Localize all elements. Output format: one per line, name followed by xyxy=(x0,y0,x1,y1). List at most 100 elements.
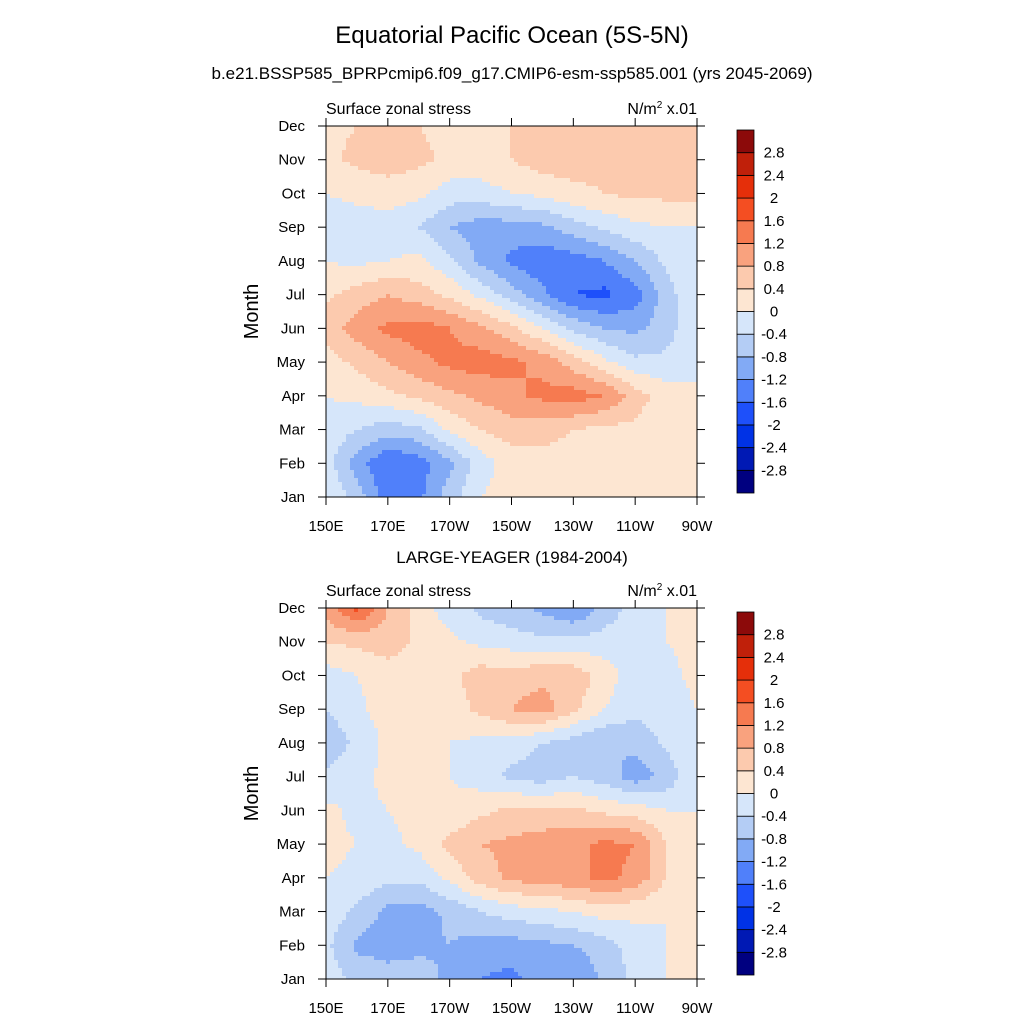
heatmap-cell xyxy=(566,234,571,239)
heatmap-cell xyxy=(398,214,403,219)
heatmap-cell xyxy=(486,334,491,339)
heatmap-cell xyxy=(618,130,623,135)
heatmap-cell xyxy=(430,290,435,295)
heatmap-cell xyxy=(450,298,455,303)
heatmap-cell xyxy=(398,194,403,199)
heatmap-cell xyxy=(686,254,691,259)
heatmap-cell xyxy=(358,314,363,319)
heatmap-cell xyxy=(594,126,599,131)
heatmap-cell xyxy=(646,142,651,147)
heatmap-cell xyxy=(566,258,571,263)
heatmap-cell xyxy=(562,226,567,231)
heatmap-cell xyxy=(366,294,371,299)
heatmap-cell xyxy=(662,274,667,279)
heatmap-cell xyxy=(518,258,523,263)
heatmap-cell xyxy=(674,162,679,167)
heatmap-cell xyxy=(630,318,635,323)
heatmap-cell xyxy=(334,254,339,259)
heatmap-cell xyxy=(470,222,475,227)
heatmap-cell xyxy=(358,250,363,255)
heatmap-cell xyxy=(650,322,655,327)
heatmap-cell xyxy=(686,166,691,171)
heatmap-cell xyxy=(354,246,359,251)
heatmap-cell xyxy=(402,186,407,191)
heatmap-cell xyxy=(414,214,419,219)
heatmap-cell xyxy=(454,146,459,151)
heatmap-cell xyxy=(590,246,595,251)
heatmap-cell xyxy=(442,150,447,155)
heatmap-cell xyxy=(602,166,607,171)
heatmap-cell xyxy=(546,326,551,331)
heatmap-cell xyxy=(450,194,455,199)
heatmap-cell xyxy=(410,306,415,311)
heatmap-cell xyxy=(502,226,507,231)
heatmap-cell xyxy=(478,166,483,171)
heatmap-cell xyxy=(522,226,527,231)
heatmap-cell xyxy=(610,146,615,151)
heatmap-cell xyxy=(490,294,495,299)
heatmap-cell xyxy=(446,238,451,243)
heatmap-cell xyxy=(386,290,391,295)
heatmap-cell xyxy=(506,174,511,179)
heatmap-cell xyxy=(522,314,527,319)
heatmap-cell xyxy=(358,258,363,263)
heatmap-cell xyxy=(646,154,651,159)
heatmap-cell xyxy=(622,266,627,271)
heatmap-cell xyxy=(446,150,451,155)
heatmap-cell xyxy=(574,178,579,183)
panel2-title: LARGE-YEAGER (1984-2004) xyxy=(396,548,628,567)
heatmap-cell xyxy=(482,290,487,295)
heatmap-cell xyxy=(558,326,563,331)
heatmap-cell xyxy=(386,306,391,311)
heatmap-cell xyxy=(526,202,531,207)
heatmap-cell xyxy=(406,134,411,139)
heatmap-cell xyxy=(526,334,531,339)
heatmap-cell xyxy=(594,158,599,163)
heatmap-cell xyxy=(602,238,607,243)
heatmap-cell xyxy=(438,158,443,163)
heatmap-cell xyxy=(378,146,383,151)
heatmap-cell xyxy=(362,158,367,163)
heatmap-cell xyxy=(490,214,495,219)
heatmap-cell xyxy=(494,150,499,155)
heatmap-cell xyxy=(626,230,631,235)
heatmap-cell xyxy=(490,326,495,331)
heatmap-cell xyxy=(646,270,651,275)
heatmap-cell xyxy=(370,310,375,315)
heatmap-cell xyxy=(510,206,515,211)
heatmap-cell xyxy=(594,250,599,255)
heatmap-cell xyxy=(450,258,455,263)
heatmap-cell xyxy=(422,286,427,291)
heatmap-cell xyxy=(422,250,427,255)
heatmap-cell xyxy=(646,194,651,199)
heatmap-cell xyxy=(414,246,419,251)
heatmap-cell xyxy=(526,318,531,323)
heatmap-cell xyxy=(538,286,543,291)
heatmap-cell xyxy=(506,214,511,219)
heatmap-cell xyxy=(674,138,679,143)
heatmap-cell xyxy=(634,306,639,311)
heatmap-cell xyxy=(482,238,487,243)
heatmap-cell xyxy=(338,146,343,151)
heatmap-cell xyxy=(638,318,643,323)
heatmap-cell xyxy=(678,178,683,183)
heatmap-cell xyxy=(658,158,663,163)
heatmap-cell xyxy=(542,150,547,155)
heatmap-cell xyxy=(574,338,579,343)
heatmap-cell xyxy=(442,314,447,319)
heatmap-cell xyxy=(390,294,395,299)
heatmap-cell xyxy=(622,198,627,203)
heatmap-cell xyxy=(330,274,335,279)
heatmap-cell xyxy=(466,178,471,183)
heatmap-cell xyxy=(586,242,591,247)
heatmap-cell xyxy=(474,142,479,147)
heatmap-cell xyxy=(462,170,467,175)
heatmap-cell xyxy=(626,210,631,215)
heatmap-cell xyxy=(490,258,495,263)
heatmap-cell xyxy=(490,318,495,323)
heatmap-cell xyxy=(586,290,591,295)
heatmap-cell xyxy=(486,126,491,131)
heatmap-cell xyxy=(458,266,463,271)
heatmap-cell xyxy=(430,182,435,187)
heatmap-cell xyxy=(678,246,683,251)
